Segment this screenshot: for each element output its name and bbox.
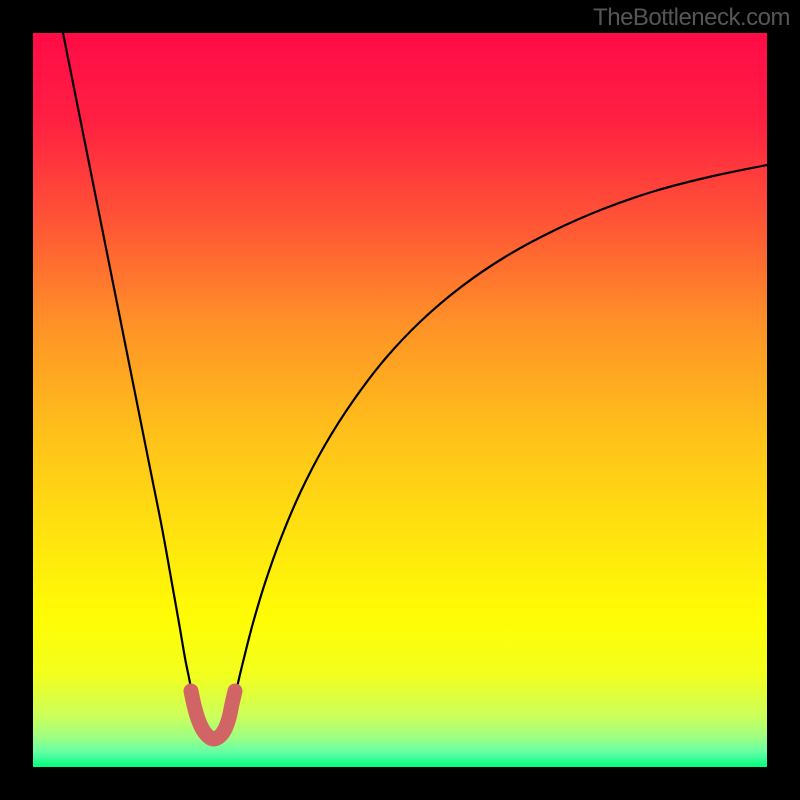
gradient-background	[33, 33, 767, 767]
plot-svg	[33, 33, 767, 767]
watermark-text: TheBottleneck.com	[593, 4, 790, 32]
chart-container: TheBottleneck.com	[0, 0, 800, 800]
plot-area	[33, 33, 767, 767]
